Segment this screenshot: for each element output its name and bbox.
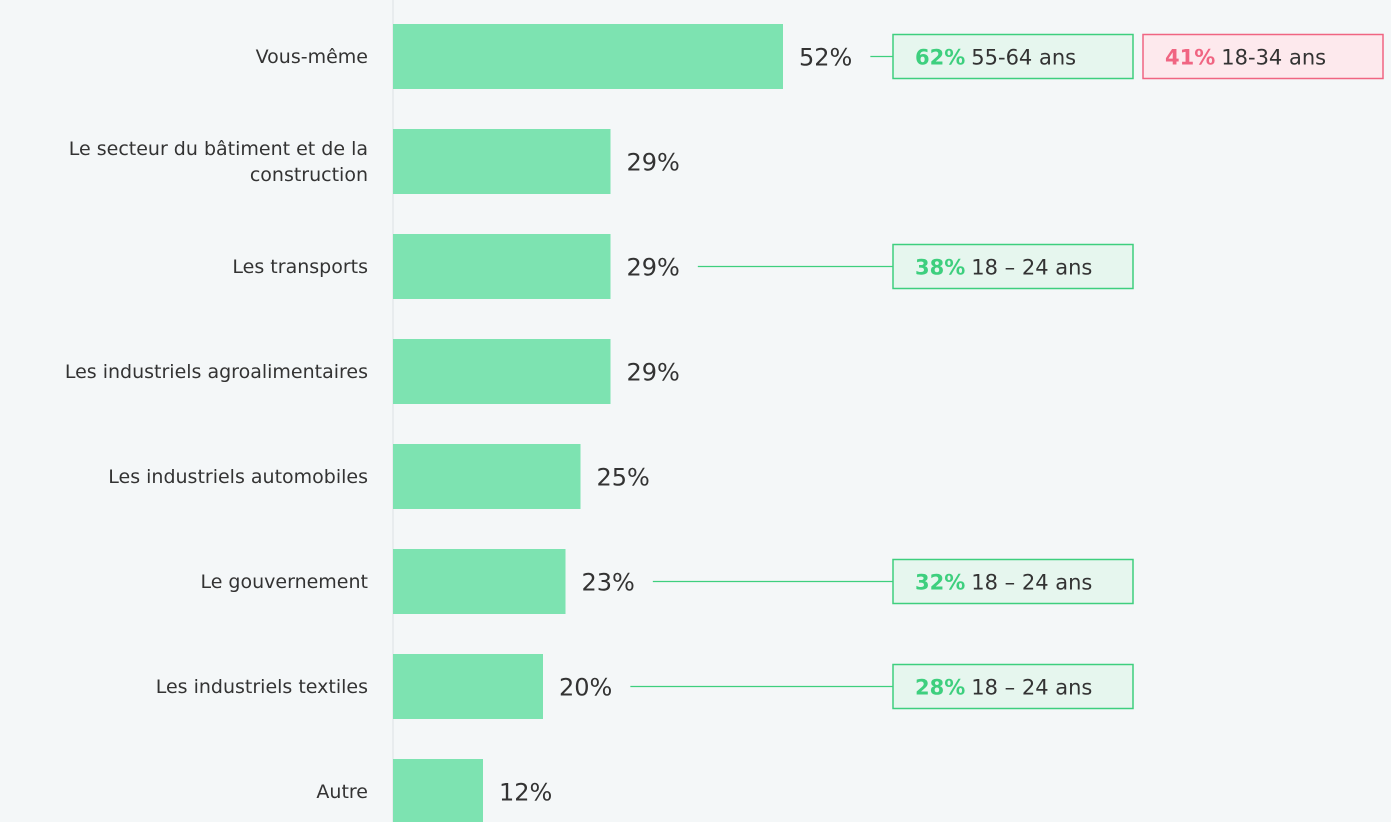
value-label: 29% bbox=[627, 359, 680, 387]
callout-box bbox=[892, 663, 1134, 710]
callout-group: 18 – 24 ans bbox=[971, 571, 1092, 595]
callout-group: 55-64 ans bbox=[971, 46, 1076, 70]
callout-percent: 62% bbox=[915, 46, 965, 70]
value-label: 25% bbox=[597, 464, 650, 492]
category-label: Les industriels textiles bbox=[155, 675, 368, 698]
value-label: 12% bbox=[499, 779, 552, 807]
category-label: Autre bbox=[316, 780, 368, 803]
callout-text: 38% 18 – 24 ans bbox=[915, 256, 1092, 280]
callout-group: 18-34 ans bbox=[1221, 46, 1326, 70]
callout-text: 41% 18-34 ans bbox=[1165, 46, 1326, 70]
callout-text: 32% 18 – 24 ans bbox=[915, 571, 1092, 595]
callout-percent: 32% bbox=[915, 571, 965, 595]
value-label: 29% bbox=[627, 254, 680, 282]
value-label: 23% bbox=[582, 569, 635, 597]
category-label: Le gouvernement bbox=[200, 570, 368, 593]
category-label: Les industriels automobiles bbox=[108, 465, 368, 488]
callout-box bbox=[1142, 33, 1384, 80]
callout-group: 18 – 24 ans bbox=[971, 256, 1092, 280]
bar bbox=[393, 654, 543, 719]
callout-box bbox=[892, 33, 1134, 80]
bar bbox=[393, 234, 611, 299]
bar bbox=[393, 339, 611, 404]
bar bbox=[393, 444, 581, 509]
category-label: Les transports bbox=[232, 255, 368, 278]
callout-box bbox=[892, 243, 1134, 290]
callout-group: 18 – 24 ans bbox=[971, 676, 1092, 700]
category-label: Les industriels agroalimentaires bbox=[64, 360, 368, 383]
bar bbox=[393, 759, 483, 822]
bar bbox=[393, 129, 611, 194]
callout-percent: 28% bbox=[915, 676, 965, 700]
value-label: 29% bbox=[627, 149, 680, 177]
callout-percent: 41% bbox=[1165, 46, 1215, 70]
bar bbox=[393, 24, 783, 89]
callout-percent: 38% bbox=[915, 256, 965, 280]
value-label: 52% bbox=[799, 44, 852, 72]
callout-text: 62% 55-64 ans bbox=[915, 46, 1076, 70]
value-label: 20% bbox=[559, 674, 612, 702]
callout-text: 28% 18 – 24 ans bbox=[915, 676, 1092, 700]
callout-box bbox=[892, 558, 1134, 605]
category-label: Vous-même bbox=[255, 45, 368, 68]
bar bbox=[393, 549, 566, 614]
category-label: Le secteur du bâtiment et de la construc… bbox=[68, 137, 368, 186]
